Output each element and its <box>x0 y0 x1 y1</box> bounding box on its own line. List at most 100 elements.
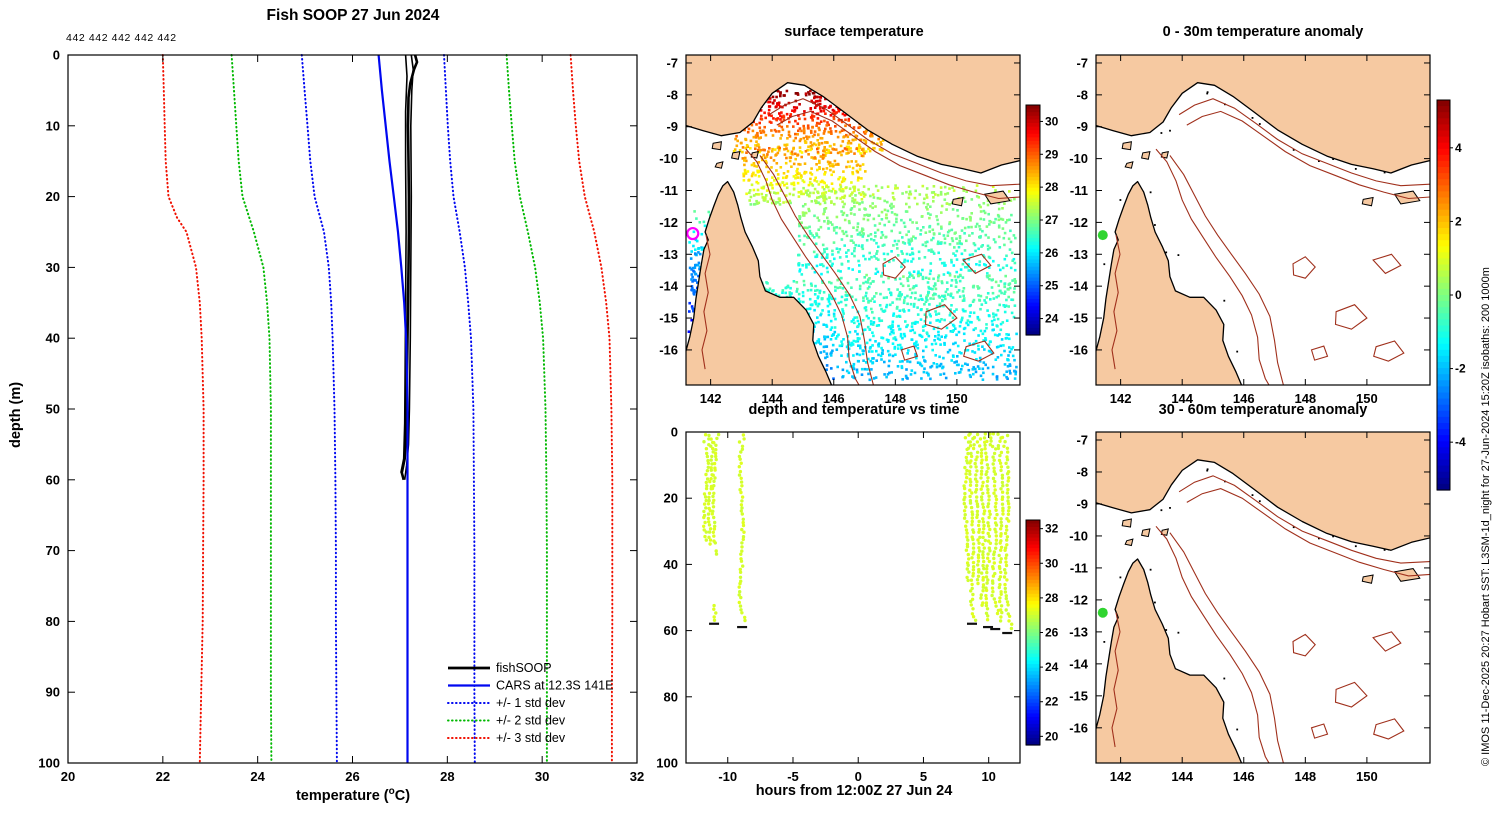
sst-pixel <box>856 370 859 374</box>
sst-pixel <box>914 320 917 324</box>
sst-pixel <box>868 285 871 289</box>
sst-pixel <box>822 350 826 353</box>
sst-pixel <box>961 217 965 220</box>
sst-pixel <box>859 193 863 196</box>
sst-pixel <box>821 185 824 189</box>
island-3 <box>1124 161 1134 169</box>
colorbar-cell <box>1437 191 1450 199</box>
sst-pixel <box>828 293 831 297</box>
colorbar-cell <box>1026 184 1040 189</box>
profile-dot <box>708 479 712 484</box>
sst-pixel <box>803 117 807 121</box>
sst-pixel <box>823 150 827 153</box>
sst-pixel <box>840 276 843 280</box>
sst-pixel <box>692 244 695 248</box>
sst-pixel <box>825 352 829 355</box>
sst-pixel <box>854 340 858 343</box>
sst-pixel <box>838 176 842 179</box>
sst-pixel <box>895 213 899 217</box>
sst-pixel <box>870 307 873 311</box>
sst-pixel <box>938 302 942 305</box>
island-1 <box>1140 528 1151 538</box>
sst-pixel <box>962 297 966 300</box>
sst-pixel <box>788 135 792 138</box>
sst-pixel <box>744 146 748 150</box>
sst-pixel <box>1000 291 1003 295</box>
sst-pixel <box>747 127 751 131</box>
sst-pixel <box>921 268 924 272</box>
sst-pixel <box>754 193 758 196</box>
profile-dot <box>987 559 991 564</box>
sst-pixel <box>841 149 845 153</box>
profile-dot <box>976 559 981 563</box>
colorbar-cell <box>1026 572 1040 577</box>
profile-dot <box>737 585 741 589</box>
y-tick-label: 50 <box>46 402 60 417</box>
sst-pixel <box>888 371 891 375</box>
profile-dot <box>999 520 1003 524</box>
sst-pixel <box>692 309 695 312</box>
sst-pixel <box>825 167 829 170</box>
sst-pixel <box>839 282 843 285</box>
sst-pixel <box>999 322 1003 326</box>
sst-pixel <box>911 286 915 290</box>
sst-pixel <box>1003 243 1006 247</box>
sst-pixel <box>937 330 940 334</box>
sst-pixel <box>815 121 819 125</box>
sst-pixel <box>977 348 980 351</box>
sst-pixel <box>929 314 932 318</box>
sst-pixel <box>901 241 905 244</box>
sst-pixel <box>864 361 868 364</box>
profile-dot <box>966 440 971 444</box>
sst-pixel <box>948 313 952 317</box>
sst-pixel <box>773 148 777 151</box>
sst-pixel <box>872 334 875 338</box>
sst-pixel <box>975 263 978 266</box>
sst-pixel <box>700 248 704 251</box>
profile-dot <box>1007 476 1011 480</box>
sst-pixel <box>762 148 765 152</box>
sst-pixel <box>898 360 902 363</box>
sst-pixel <box>948 274 952 277</box>
sst-pixel <box>836 135 840 139</box>
sst-pixel <box>851 191 854 194</box>
sst-pixel <box>823 207 826 211</box>
sst-pixel <box>936 337 940 340</box>
sst-pixel <box>741 157 745 160</box>
noise-dot <box>1091 440 1093 442</box>
sst-pixel <box>946 192 950 195</box>
sst-pixel <box>922 329 925 332</box>
sst-pixel <box>850 343 853 347</box>
sst-pixel <box>952 342 955 346</box>
sst-pixel <box>826 304 830 308</box>
sst-pixel <box>822 132 826 135</box>
sst-pixel <box>1009 199 1013 202</box>
sst-pixel <box>762 153 766 157</box>
sst-pixel <box>1004 304 1008 307</box>
y-tick-label: -14 <box>1069 279 1089 294</box>
sst-pixel <box>885 305 888 309</box>
sst-pixel <box>792 139 796 143</box>
profile-dot <box>992 458 996 462</box>
sst-pixel <box>864 306 868 309</box>
colorbar-cell <box>1437 112 1450 119</box>
sst-pixel <box>975 222 979 226</box>
profile-dot <box>711 440 715 445</box>
sst-pixel <box>930 238 933 242</box>
sst-pixel <box>969 311 972 314</box>
noise-dot <box>1206 468 1209 471</box>
profile-dot <box>990 444 995 449</box>
sst-pixel <box>767 105 771 108</box>
profile-dot <box>976 563 980 567</box>
sst-pixel <box>780 134 783 137</box>
sst-pixel <box>824 191 828 194</box>
colorbar-cell <box>1026 105 1040 110</box>
colorbar-cell <box>1026 523 1040 528</box>
isobath-0 <box>1155 148 1270 385</box>
sst-pixel <box>852 354 855 357</box>
sst-pixel <box>997 215 1001 218</box>
sst-pixel <box>817 338 821 341</box>
sst-pixel <box>775 200 778 204</box>
colorbar-cell <box>1026 607 1040 612</box>
sst-pixel <box>809 144 813 148</box>
